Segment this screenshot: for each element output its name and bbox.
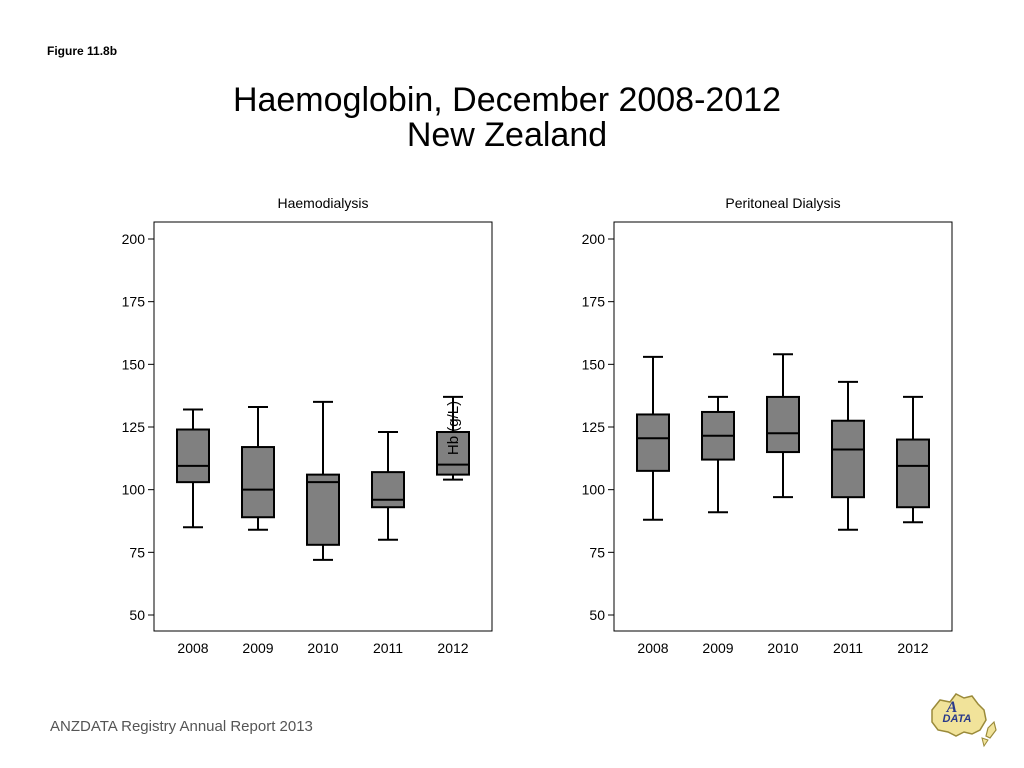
y-tick-label: 125 [122, 419, 146, 435]
x-tick-label: 2009 [242, 640, 273, 656]
svg-text:A: A [946, 699, 958, 716]
box-2011 [831, 419, 865, 499]
y-axis-label: Hb (g/L) [445, 401, 462, 455]
x-tick-label: 2009 [702, 640, 733, 656]
panel-title: Peritoneal Dialysis [725, 195, 840, 211]
y-tick-label: 50 [129, 607, 145, 623]
footer-text: ANZDATA Registry Annual Report 2013 [50, 718, 313, 735]
box-2011 [371, 471, 405, 509]
x-tick-label: 2010 [767, 640, 798, 656]
x-tick-label: 2011 [373, 640, 403, 656]
y-tick-label: 100 [582, 482, 606, 498]
box-2009 [241, 446, 275, 519]
y-tick-label: 150 [122, 356, 146, 372]
box-2012 [436, 431, 470, 476]
chart-subtitle: New Zealand [406, 116, 608, 154]
figure-label: Figure 11.8b [47, 44, 118, 58]
box-2008 [636, 413, 670, 472]
y-tick-label: 200 [582, 231, 606, 247]
x-tick-label: 2011 [833, 640, 863, 656]
x-tick-label: 2012 [437, 640, 468, 656]
y-tick-label: 150 [582, 356, 606, 372]
y-tick-label: 75 [589, 544, 605, 560]
y-tick-label: 125 [582, 419, 606, 435]
chart-title: Haemoglobin, December 2008-2012 [232, 81, 782, 119]
y-tick-label: 175 [582, 294, 606, 310]
x-tick-label: 2012 [897, 640, 928, 656]
y-tick-label: 175 [122, 294, 146, 310]
panel-title: Haemodialysis [277, 195, 368, 211]
y-tick-label: 75 [129, 544, 145, 560]
anzdata-logo: DATA A [931, 693, 997, 748]
box-2010 [306, 473, 340, 546]
y-tick-label: 50 [589, 607, 605, 623]
y-tick-label: 200 [122, 231, 146, 247]
y-tick-label: 100 [122, 482, 146, 498]
svg-text:DATA: DATA [943, 713, 972, 725]
box-2010 [766, 395, 800, 454]
x-tick-label: 2008 [637, 640, 668, 656]
x-tick-label: 2008 [177, 640, 208, 656]
x-tick-label: 2010 [307, 640, 338, 656]
box-2008 [176, 428, 210, 484]
box-2012 [896, 438, 930, 509]
